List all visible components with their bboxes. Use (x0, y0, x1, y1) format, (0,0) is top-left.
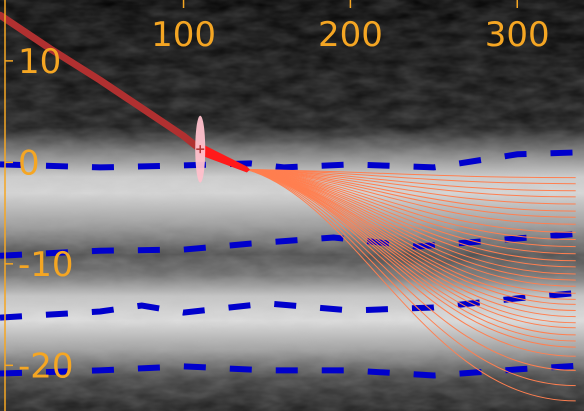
projection-line-28 (246, 169, 576, 357)
y-tick-label--20: -20 (18, 346, 74, 386)
projection-line-14 (246, 169, 576, 268)
measured-path-line (0, 11, 204, 153)
projection-lines (246, 169, 576, 402)
position-marker (195, 115, 206, 183)
measured-path (0, 11, 204, 153)
y-tick-label-0: 0 (18, 143, 40, 183)
projection-line-7 (246, 169, 576, 218)
projection-line-27 (246, 169, 576, 348)
x-tick-label-200: 200 (318, 15, 383, 55)
projection-line-9 (246, 169, 576, 233)
x-axis-ticks: 100 200 300 (151, 0, 550, 55)
projection-line-29 (246, 169, 576, 371)
projection-line-8 (246, 169, 576, 225)
projection-line-24 (246, 169, 576, 329)
guide-lines (0, 149, 584, 379)
projection-line-1 (246, 169, 576, 179)
projection-line-2 (246, 169, 576, 185)
guide-line-1 (0, 149, 584, 171)
projection-line-6 (246, 169, 576, 212)
projection-line-11 (246, 169, 576, 248)
fit-segment (200, 143, 250, 173)
projection-line-22 (246, 169, 576, 318)
x-tick-label-300: 300 (485, 15, 550, 55)
projection-line-30 (246, 169, 576, 387)
y-axis-ticks: 10 0 -10 -20 (5, 42, 74, 386)
projection-line-10 (246, 169, 576, 240)
x-tick-label-100: 100 (151, 15, 216, 55)
projection-line-4 (246, 169, 576, 198)
guide-line-2 (0, 230, 584, 259)
projection-line-17 (246, 169, 576, 287)
y-tick-label-10: 10 (18, 42, 61, 82)
projection-line-5 (246, 169, 576, 205)
fit-segment-wedge (200, 143, 250, 173)
y-tick-label--10: -10 (18, 245, 74, 285)
projection-line-31 (246, 169, 576, 402)
projection-line-3 (246, 169, 576, 192)
projection-line-12 (246, 169, 576, 255)
